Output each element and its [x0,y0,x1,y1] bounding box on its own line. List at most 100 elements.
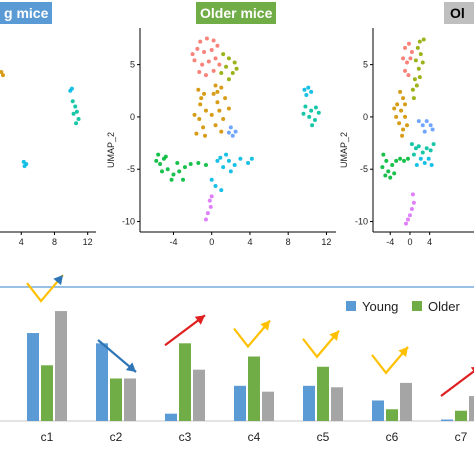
umap-panel-young: 4 8 12 [0,69,96,247]
trend-arrow-c3 [164,314,206,347]
x-tick-label: 8 [286,237,291,247]
umap-point-c4 [392,171,397,176]
umap-point-c6 [304,92,309,97]
y-tick-label: -5 [127,164,135,174]
umap-point-c6 [215,158,220,163]
umap-point-c5 [309,108,314,113]
umap-point-c4 [388,175,393,180]
umap-point-c1 [401,56,406,61]
umap-point-c6 [249,156,254,161]
umap-point-c7 [230,133,235,138]
umap-point-c4 [405,156,410,161]
umap-point-c2 [196,87,201,92]
umap-point-c4 [398,156,403,161]
umap-point-c3 [224,64,229,69]
umap-point-c2 [403,102,408,107]
umap-point-c2 [221,117,226,122]
trend-arrow-c7 [440,366,474,397]
x-tick-label: 4 [247,237,252,247]
umap-point-c6 [228,169,233,174]
umap-point-c7 [416,119,421,124]
umap-point-c7 [228,125,233,130]
category-label: c6 [386,430,399,444]
umap-point-c8 [411,200,416,205]
umap-point-c6 [226,158,231,163]
umap-point-c8 [405,217,410,222]
umap-point-c8 [407,213,412,218]
umap-point-c1 [203,73,208,78]
umap-point-c1 [404,60,409,65]
umap-point-c2 [398,89,403,94]
umap-point-c1 [217,62,222,67]
y-tick-label: -10 [355,217,368,227]
legend-label: Young [362,299,398,314]
third-panel-label: Ol [444,2,474,24]
y-axis-label: UMAP_2 [106,132,116,168]
umap-point-c2 [194,131,199,136]
bar-young-c7 [441,419,453,421]
umap-point-c1 [206,59,211,64]
umap-point-c8 [409,206,414,211]
umap-point-c1 [406,41,411,46]
umap-point-c2 [395,102,400,107]
trend-arrow-c2 [97,339,137,373]
umap-point-c2 [192,112,197,117]
x-tick-label: 4 [427,237,432,247]
x-tick-label: -4 [169,237,177,247]
x-tick-label: 4 [19,237,24,247]
trend-arrow-c1 [26,274,64,303]
umap-point-c4 [181,177,186,182]
umap-point-c2 [201,125,206,130]
umap-point-c5 [411,152,416,157]
umap-point-c3 [418,52,423,57]
bar-older-c3 [179,343,191,421]
umap-point-c4 [384,158,389,163]
bar-young-c6 [372,400,384,421]
umap-point-c8 [410,192,415,197]
umap-point-c5 [303,104,308,109]
umap-point-c2 [215,89,220,94]
umap-point-c6 [68,88,73,93]
umap-point-c7 [233,129,238,134]
bar-series3-c7 [469,396,474,421]
umap-point-c4 [402,158,407,163]
umap-panel-third: -4 0 4 5 0 -5 -10 UMAP_2 [339,28,474,247]
umap-point-c2 [213,83,218,88]
older-mice-label: Older mice [196,2,277,24]
umap-panel-older: -4 0 4 8 12 5 0 -5 -10 UMAP_2 [106,28,336,247]
umap-point-c2 [400,133,405,138]
umap-point-c1 [198,39,203,44]
bar-young-c3 [165,413,177,421]
bar-legend: Young Older [346,299,460,314]
umap-point-c2 [399,108,404,113]
umap-point-c2 [401,96,406,101]
umap-point-c5 [431,142,436,147]
umap-point-c5 [420,150,425,155]
bar-series3-c6 [400,382,412,421]
umap-point-c1 [211,38,216,43]
umap-point-c3 [226,77,231,82]
umap-point-c2 [211,91,216,96]
umap-point-c4 [156,152,161,157]
umap-point-c2 [403,114,408,119]
umap-point-c6 [213,183,218,188]
umap-point-c4 [169,177,174,182]
umap-point-c5 [307,114,312,119]
umap-point-c2 [392,106,397,111]
bar-series3-c4 [262,391,274,421]
umap-point-c4 [175,160,180,165]
umap-point-c4 [154,158,159,163]
umap-point-c3 [221,52,226,57]
umap-point-c4 [386,169,391,174]
umap-point-c1 [190,52,195,57]
legend-label: Older [428,299,460,314]
umap-point-c5 [73,104,78,109]
bar-young-c5 [303,385,315,421]
umap-point-c8 [208,204,213,209]
umap-point-c4 [188,162,193,166]
x-tick-label: 0 [209,237,214,247]
trend-arrow-c5 [302,330,340,359]
umap-point-c6 [232,163,237,168]
arrow-head [470,366,474,372]
umap-point-c6 [221,165,226,170]
